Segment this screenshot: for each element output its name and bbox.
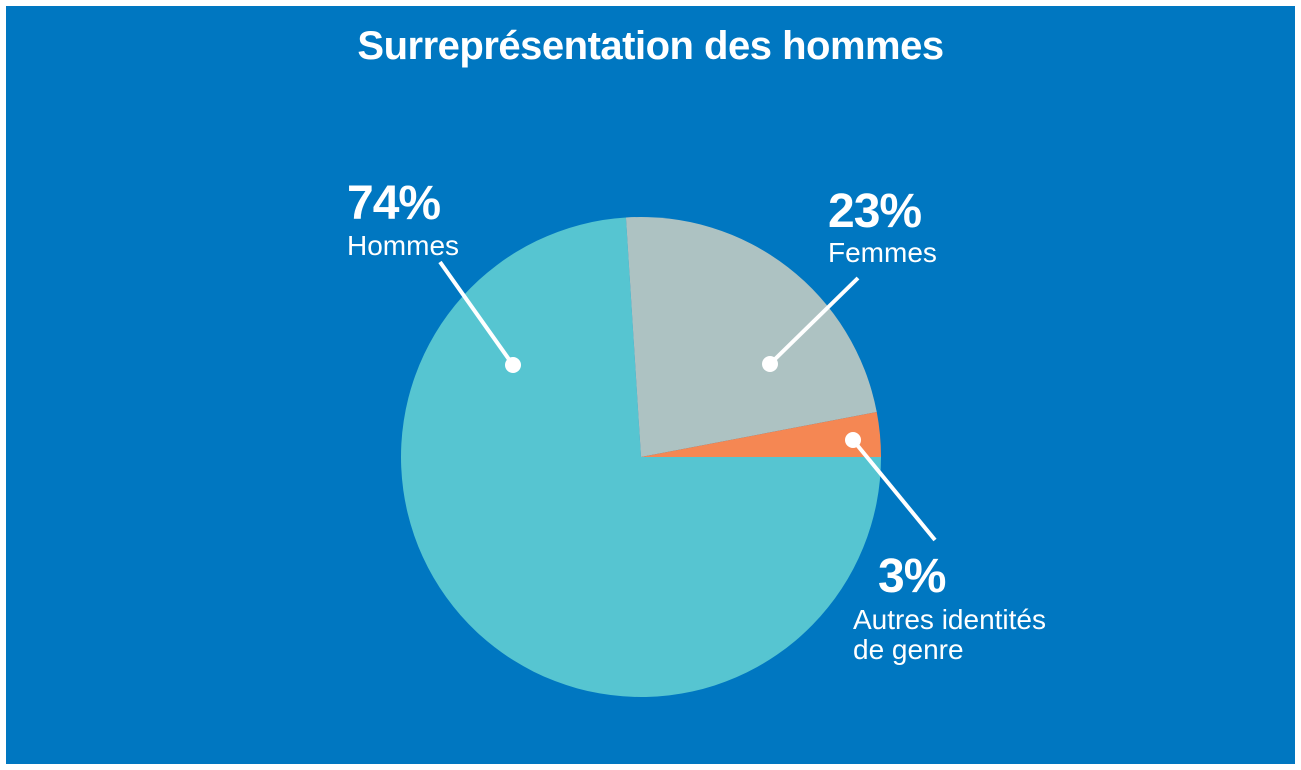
leader-line <box>851 438 937 542</box>
value-label: 3% <box>878 550 946 603</box>
pie-slice <box>641 412 881 457</box>
leader-dot <box>505 357 521 373</box>
category-label: Femmes <box>828 237 937 268</box>
category-label: Hommes <box>347 230 460 261</box>
pie-slice <box>401 217 881 698</box>
leader-line <box>438 260 515 367</box>
leader-line <box>768 276 860 366</box>
category-label: Autres identités de genre <box>853 604 1046 665</box>
value-label: 74% <box>347 177 441 230</box>
pie-slice <box>625 217 877 457</box>
leader-dot <box>762 356 778 372</box>
chart-title: Surreprésentation des hommes <box>357 24 944 68</box>
leader-dot <box>845 432 861 448</box>
value-label: 23% <box>828 185 922 238</box>
